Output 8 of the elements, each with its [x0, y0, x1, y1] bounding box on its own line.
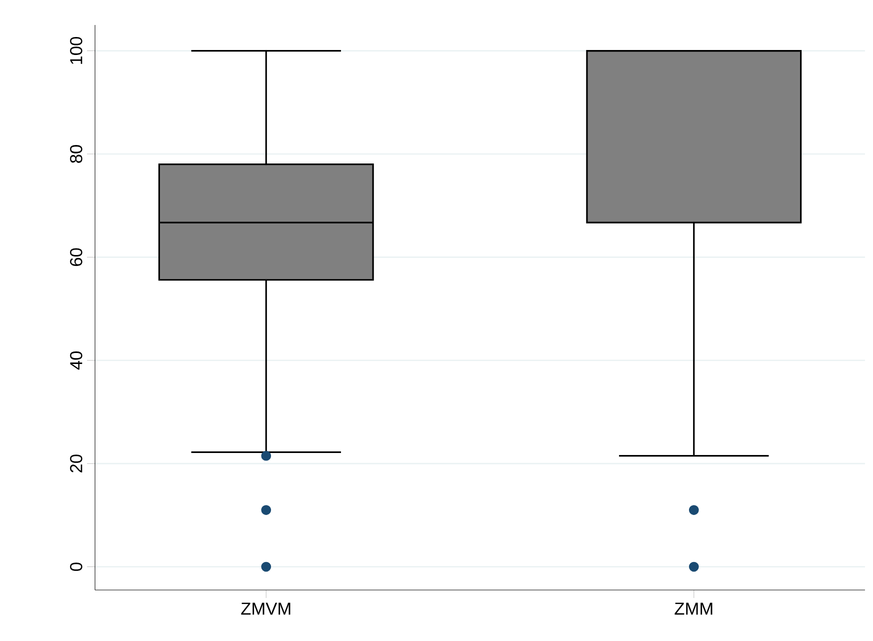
x-tick-label: ZMVM — [241, 602, 290, 615]
y-tick-label: 100 — [70, 37, 82, 64]
y-tick-label: 40 — [70, 351, 82, 370]
y-tick-label: 20 — [70, 454, 82, 472]
y-tick-label: 80 — [70, 145, 82, 163]
y-tick-label: 0 — [70, 562, 82, 571]
x-tick-label: ZMM — [674, 602, 712, 615]
y-tick-label: 60 — [70, 248, 82, 266]
